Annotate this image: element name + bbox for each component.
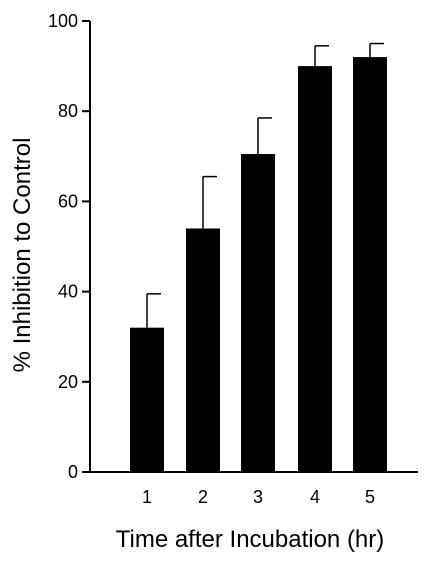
x-tick-label: 5 [365, 487, 375, 507]
y-tick-label: 80 [58, 101, 78, 121]
bar-2 [186, 228, 220, 472]
x-tick-label: 1 [142, 487, 152, 507]
y-tick-label: 20 [58, 372, 78, 392]
bar-1 [130, 327, 164, 472]
bar-3 [241, 154, 275, 473]
y-ticks: 0 20 40 60 80 100 [48, 11, 90, 482]
y-tick-label: 100 [48, 11, 78, 31]
x-tick-label: 4 [310, 487, 320, 507]
y-tick-label: 40 [58, 282, 78, 302]
x-ticks: 1 2 3 4 5 [142, 487, 375, 507]
y-axis-title: % Inhibition to Control [9, 138, 36, 373]
error-bars [146, 42, 384, 328]
bars [130, 57, 387, 473]
x-axis-title: Time after Incubation (hr) [116, 526, 385, 553]
x-tick-label: 2 [198, 487, 208, 507]
y-tick-label: 60 [58, 191, 78, 211]
y-tick-label: 0 [68, 462, 78, 482]
bar-5 [353, 57, 387, 473]
bar-4 [298, 66, 332, 472]
x-tick-label: 3 [253, 487, 263, 507]
